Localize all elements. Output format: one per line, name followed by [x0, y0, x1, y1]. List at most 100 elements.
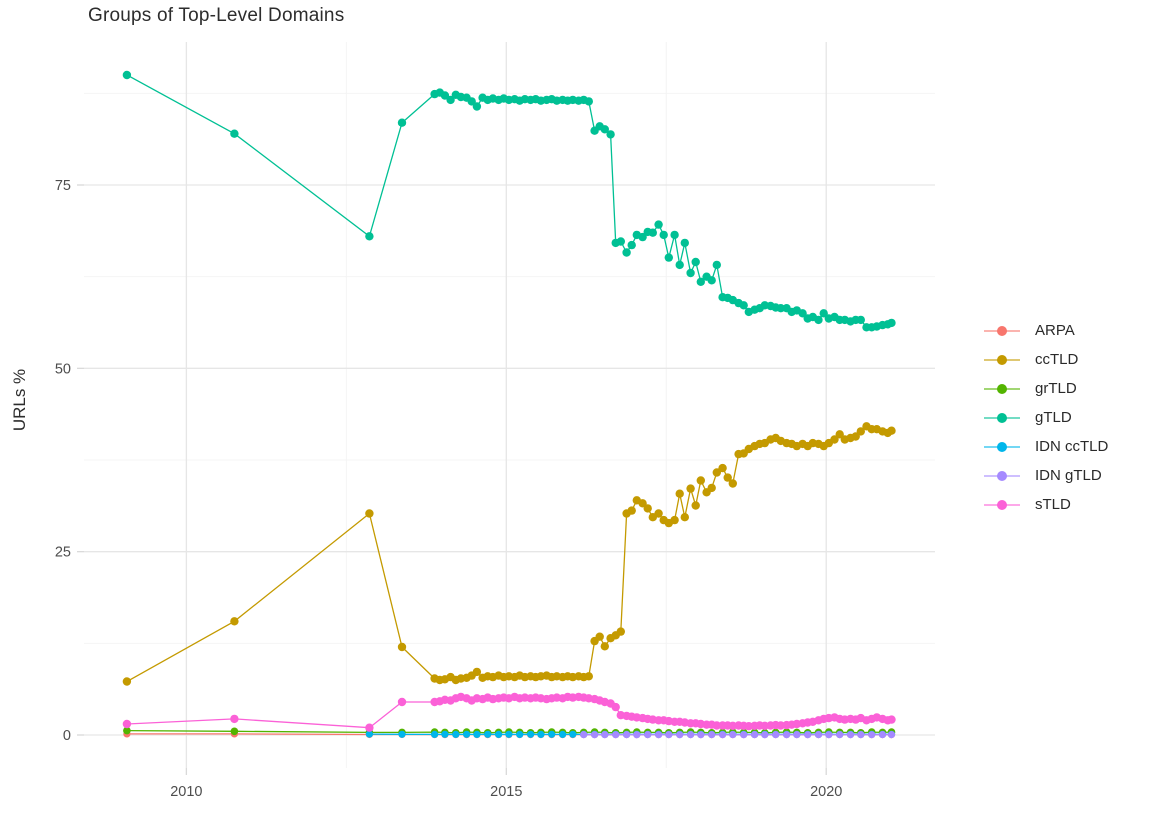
legend-item-label: IDN ccTLD [1035, 438, 1109, 455]
data-point [723, 473, 732, 482]
data-point [473, 730, 481, 739]
legend-item-idn-cctld: IDN ccTLD [984, 432, 1108, 461]
data-point [814, 315, 823, 325]
data-point [719, 731, 727, 739]
data-point [365, 723, 374, 732]
data-point [718, 463, 727, 473]
legend-item-label: sTLD [1035, 496, 1071, 513]
legend-item-label: ARPA [1035, 322, 1075, 339]
data-point [601, 731, 609, 739]
data-point [761, 731, 769, 739]
y-tick-label: 0 [63, 728, 71, 744]
data-point [670, 230, 679, 240]
data-point [472, 667, 482, 677]
data-point [804, 731, 812, 739]
data-point [548, 730, 556, 738]
data-point [584, 97, 593, 106]
data-point [612, 731, 620, 739]
data-point [707, 483, 716, 493]
data-point [467, 97, 476, 106]
data-point [728, 479, 737, 488]
data-point [655, 731, 663, 739]
data-point [708, 731, 716, 739]
legend-key-icon [984, 323, 1020, 339]
x-tick-label: 2010 [170, 784, 202, 800]
data-point [638, 232, 647, 242]
data-point [643, 504, 652, 513]
data-point [712, 721, 721, 730]
data-point [627, 506, 636, 515]
data-point [600, 642, 609, 651]
data-point [365, 232, 374, 241]
data-point [675, 260, 684, 270]
data-point [696, 476, 705, 485]
data-point [856, 315, 865, 325]
data-point [397, 642, 407, 652]
data-point [825, 731, 833, 739]
data-point [569, 730, 577, 738]
data-point [776, 304, 785, 313]
data-point [654, 509, 663, 518]
data-point [783, 731, 791, 739]
data-point [623, 731, 631, 739]
data-point [537, 730, 545, 739]
series-idn-gtld [580, 731, 896, 739]
data-point [878, 731, 887, 739]
data-point [691, 501, 700, 510]
legend-key-icon [984, 439, 1020, 455]
data-point [686, 484, 695, 493]
legend-key-icon [984, 381, 1020, 397]
data-point [516, 730, 524, 739]
data-point [851, 432, 860, 441]
legend-dot-icon [997, 470, 1007, 481]
legend-key-icon [984, 410, 1020, 426]
data-point [868, 731, 876, 739]
data-point [675, 489, 684, 498]
x-tick-label: 2015 [490, 784, 522, 800]
chart-title: Groups of Top-Level Domains [88, 5, 345, 26]
data-point [559, 730, 567, 739]
data-point [680, 513, 689, 522]
legend-dot-icon [997, 325, 1007, 336]
data-point [495, 730, 503, 739]
data-point [230, 727, 239, 736]
legend-item-label: gTLD [1035, 409, 1072, 426]
data-point [122, 677, 132, 686]
data-point [584, 672, 593, 681]
data-point [122, 719, 132, 729]
data-point [846, 731, 855, 739]
data-point [452, 730, 460, 739]
legend-dot-icon [997, 354, 1007, 365]
data-point [230, 714, 239, 724]
data-point [365, 509, 374, 518]
legend-item-idn-gtld: IDN gTLD [984, 461, 1108, 490]
data-point [680, 238, 689, 248]
y-tick-label: 50 [55, 361, 71, 377]
data-point [440, 91, 450, 100]
data-point [856, 427, 865, 436]
data-point [398, 730, 406, 738]
data-point [595, 632, 604, 641]
data-point [887, 715, 896, 724]
data-point [686, 268, 695, 278]
data-point [648, 228, 657, 237]
data-point [691, 257, 700, 267]
data-point [230, 129, 239, 138]
y-tick-label: 25 [55, 545, 71, 561]
y-tick-label: 75 [55, 178, 71, 194]
data-point [687, 731, 695, 739]
legend-item-label: ccTLD [1035, 351, 1079, 368]
data-point [887, 318, 896, 328]
data-point [887, 731, 896, 739]
data-point [230, 617, 239, 626]
data-point [431, 730, 439, 739]
x-tick-label: 2020 [810, 784, 842, 800]
data-point [616, 237, 625, 246]
data-point [611, 702, 620, 712]
legend-item-label: IDN gTLD [1035, 467, 1102, 484]
data-point [857, 731, 865, 739]
data-point [798, 309, 807, 318]
legend-key-icon [984, 352, 1020, 368]
data-point [819, 309, 828, 318]
